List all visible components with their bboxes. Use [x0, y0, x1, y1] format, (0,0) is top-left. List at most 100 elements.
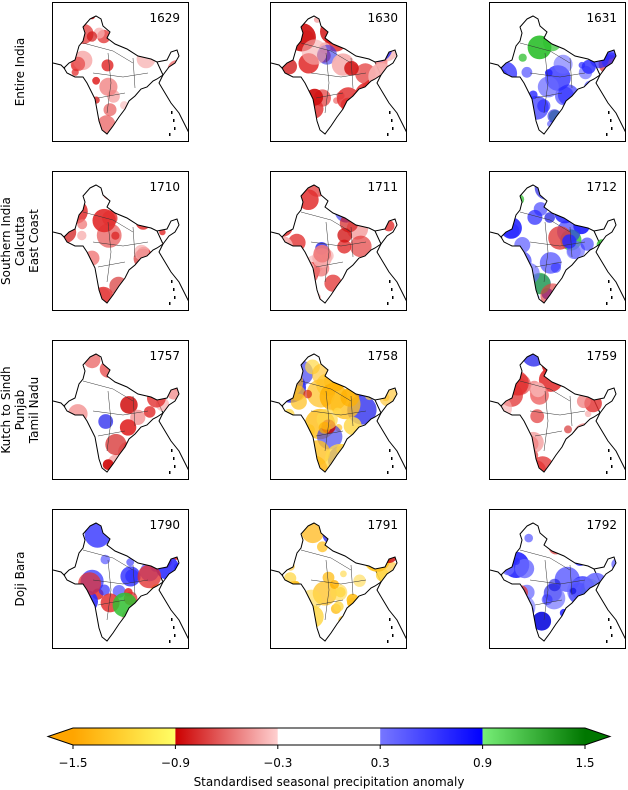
anomaly-patch — [575, 594, 597, 616]
anomaly-patch — [507, 264, 523, 279]
anomaly-patch — [126, 558, 135, 567]
anomaly-patch — [175, 95, 179, 101]
state-border — [310, 579, 367, 585]
anomaly-patch — [359, 279, 374, 295]
anomaly-patch — [601, 594, 616, 620]
row-label: Doji Bara — [13, 551, 27, 607]
island — [173, 457, 175, 460]
anomaly-patch — [296, 110, 310, 124]
state-border — [310, 410, 367, 416]
state-border — [106, 390, 112, 452]
anomaly-patch — [501, 192, 505, 200]
anomaly-patch — [548, 578, 561, 592]
anomaly-patch — [282, 254, 292, 269]
map-panel: 1759 — [489, 340, 626, 480]
anomaly-patch — [313, 244, 331, 263]
anomaly-patch — [290, 393, 307, 410]
island — [169, 640, 171, 643]
colorbar-segment — [380, 728, 483, 745]
island — [611, 465, 613, 468]
anomaly-patch — [524, 95, 549, 120]
state-border — [92, 579, 149, 585]
anomaly-patch — [603, 572, 616, 597]
island — [392, 127, 394, 130]
anomaly-patch — [68, 551, 78, 561]
anomaly-patch — [282, 363, 285, 371]
anomaly-patch — [530, 409, 545, 424]
anomaly-patch — [611, 557, 616, 571]
anomaly-patch — [368, 63, 396, 90]
state-border — [82, 380, 134, 402]
anomaly-patch — [282, 16, 298, 39]
state-border — [569, 395, 573, 427]
panel-year: 1791 — [367, 518, 398, 532]
anomaly-patch — [340, 570, 347, 578]
anomaly-patch — [530, 382, 546, 398]
anomaly-patch — [563, 448, 571, 456]
anomaly-patch — [152, 46, 161, 55]
state-border — [534, 430, 563, 437]
state-border — [350, 395, 354, 427]
state-border — [132, 57, 136, 89]
anomaly-patch — [127, 369, 144, 386]
anomaly-patch — [562, 234, 577, 249]
state-border — [529, 72, 586, 78]
anomaly-patch — [125, 619, 134, 629]
anomaly-patch — [330, 580, 339, 589]
anomaly-patch — [573, 423, 597, 447]
island — [391, 626, 393, 629]
anomaly-patch — [144, 38, 162, 57]
coastline — [593, 568, 625, 640]
anomaly-patch — [126, 201, 133, 209]
state-border — [569, 57, 573, 89]
state-border — [534, 599, 563, 606]
anomaly-patch — [572, 120, 586, 134]
india-outline — [281, 522, 398, 642]
state-border — [315, 92, 344, 99]
colorbar-label: Standardised seasonal precipitation anom… — [193, 775, 465, 789]
anomaly-patch — [369, 443, 390, 464]
anomaly-patch — [146, 369, 165, 387]
state-border — [82, 211, 134, 233]
anomaly-patch — [290, 121, 312, 134]
anomaly-patch — [282, 434, 303, 462]
anomaly-patch — [158, 627, 166, 636]
anomaly-patch — [501, 523, 507, 536]
state-border — [92, 410, 149, 416]
anomaly-patch — [518, 53, 527, 62]
anomaly-patch — [355, 544, 368, 557]
anomaly-patch — [501, 198, 516, 220]
colorbar-segment — [175, 728, 278, 745]
anomaly-patch — [501, 586, 521, 611]
state-border — [529, 579, 586, 585]
india-map — [271, 522, 406, 643]
anomaly-patch — [285, 456, 301, 472]
anomaly-patch — [554, 523, 581, 543]
anomaly-patch — [355, 82, 380, 107]
anomaly-patch — [579, 616, 592, 629]
state-border — [569, 226, 573, 258]
anomaly-patch — [108, 354, 130, 364]
anomaly-patch — [381, 102, 397, 128]
map-panel: 1712 — [489, 171, 626, 311]
anomaly-patch — [131, 290, 149, 303]
state-border — [300, 549, 352, 571]
anomaly-patch — [382, 435, 397, 466]
anomaly-patch — [84, 523, 111, 548]
anomaly-patch — [371, 33, 397, 62]
anomaly-patch — [576, 394, 591, 409]
island — [174, 465, 176, 468]
anomaly-patch — [338, 298, 350, 303]
state-border — [534, 92, 563, 99]
anomaly-patch — [99, 77, 118, 96]
state-border — [132, 395, 136, 427]
anomaly-patch — [514, 237, 531, 253]
india-map — [490, 15, 625, 136]
map-panel: 1631 — [489, 2, 626, 142]
anomaly-patch — [350, 235, 372, 258]
island — [391, 457, 393, 460]
anomaly-patch — [501, 609, 511, 625]
india-map — [490, 184, 625, 305]
state-border — [106, 52, 112, 114]
coastline — [156, 230, 188, 302]
